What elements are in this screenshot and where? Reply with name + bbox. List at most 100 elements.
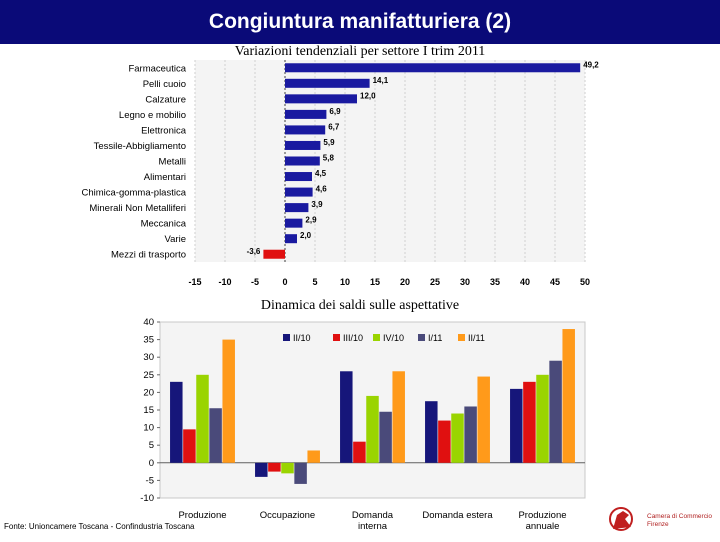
x-tick-label: 35 xyxy=(490,277,500,287)
legend-label: II/11 xyxy=(468,333,485,343)
bar xyxy=(536,374,549,463)
bar xyxy=(294,462,307,484)
category-label: Domanda estera xyxy=(422,510,493,521)
bar xyxy=(340,371,353,463)
category-label: Mezzi di trasporto xyxy=(111,250,186,261)
chamber-of-commerce-logo: Camera di Commercio Firenze xyxy=(603,505,713,537)
logo-text-line1: Camera di Commercio xyxy=(647,513,713,520)
category-label: Chimica-gomma-plastica xyxy=(81,188,186,199)
legend-label: II/10 xyxy=(293,333,311,343)
bar xyxy=(285,203,309,213)
data-label: 12,0 xyxy=(360,91,376,100)
bar xyxy=(549,360,562,463)
knight-logo-icon xyxy=(609,507,633,531)
x-tick-label: 10 xyxy=(340,277,350,287)
bar xyxy=(281,462,294,474)
y-tick-label: 30 xyxy=(143,352,154,363)
bar xyxy=(222,339,235,463)
x-tick-label: 20 xyxy=(400,277,410,287)
x-tick-label: 0 xyxy=(282,277,287,287)
x-tick-label: 30 xyxy=(460,277,470,287)
category-label: Farmaceutica xyxy=(128,63,186,74)
legend-label: III/10 xyxy=(343,333,363,343)
bar xyxy=(170,381,183,463)
y-tick-label: 35 xyxy=(143,335,154,346)
data-label: 5,9 xyxy=(323,138,335,147)
y-tick-label: 15 xyxy=(143,405,154,416)
data-label: 14,1 xyxy=(373,76,389,85)
legend-label: IV/10 xyxy=(383,333,404,343)
y-tick-label: -5 xyxy=(146,475,154,486)
category-label: interna xyxy=(358,521,388,532)
bar xyxy=(285,187,313,197)
slide-title: Congiuntura manifatturiera (2) xyxy=(0,0,720,44)
bar xyxy=(510,388,523,463)
y-tick-label: 5 xyxy=(149,440,154,451)
category-label: Pelli cuoio xyxy=(143,79,186,90)
legend-swatch xyxy=(373,334,380,341)
legend-label: I/11 xyxy=(428,333,442,343)
plot-area xyxy=(195,60,585,262)
bar xyxy=(379,411,392,463)
chart1-title: Variazioni tendenziali per settore I tri… xyxy=(234,44,486,59)
bar xyxy=(285,234,297,244)
x-tick-label: 40 xyxy=(520,277,530,287)
x-tick-label: -15 xyxy=(188,277,201,287)
bar xyxy=(438,420,451,463)
data-label: 6,9 xyxy=(329,107,341,116)
x-tick-label: -10 xyxy=(218,277,231,287)
data-label: 3,9 xyxy=(311,200,323,209)
data-label: 49,2 xyxy=(583,60,599,69)
data-label: -3,6 xyxy=(247,247,261,256)
y-tick-label: 25 xyxy=(143,370,154,381)
bar xyxy=(451,413,464,463)
bar xyxy=(353,441,366,463)
bar xyxy=(255,462,268,477)
category-label: Alimentari xyxy=(144,172,186,183)
source-note: Fonte: Unioncamere Toscana - Confindustr… xyxy=(4,522,195,531)
legend-swatch xyxy=(418,334,425,341)
bar xyxy=(285,78,370,88)
bar xyxy=(263,249,285,259)
category-label: Meccanica xyxy=(141,219,187,230)
sector-variation-chart: -15 -10 -5 0 5 10 15 20 25 30 35 40 45 50 Farmaceutica… xyxy=(81,60,599,287)
x-tick-label: 5 xyxy=(312,277,317,287)
category-label: Tessile-Abbigliamento xyxy=(94,141,186,152)
legend-swatch xyxy=(283,334,290,341)
bar xyxy=(425,401,438,463)
category-label: Minerali Non Metalliferi xyxy=(89,203,186,214)
data-label: 4,5 xyxy=(315,169,327,178)
bar xyxy=(366,395,379,463)
x-tick-label: -5 xyxy=(251,277,259,287)
bar xyxy=(285,156,320,166)
x-tick-label: 45 xyxy=(550,277,560,287)
y-tick-label: 10 xyxy=(143,423,154,434)
bar xyxy=(285,125,326,135)
category-label: Varie xyxy=(165,234,186,245)
category-label: Produzione xyxy=(518,510,566,521)
category-label: annuale xyxy=(526,521,560,532)
data-label: 2,9 xyxy=(305,216,317,225)
data-label: 2,0 xyxy=(300,231,312,240)
chart2-title: Dinamica dei saldi sulle aspettative xyxy=(260,298,460,313)
bar xyxy=(523,381,536,463)
bar xyxy=(464,406,477,463)
bar xyxy=(285,94,357,104)
bar xyxy=(285,140,321,150)
bar xyxy=(268,462,281,472)
category-label: Domanda xyxy=(352,510,394,521)
x-tick-label: 25 xyxy=(430,277,440,287)
bar xyxy=(307,450,320,463)
data-label: 6,7 xyxy=(328,122,340,131)
y-tick-label: 40 xyxy=(143,317,154,328)
bar xyxy=(562,329,575,463)
logo-text-line2: Firenze xyxy=(647,521,669,528)
category-label: Metalli xyxy=(159,157,186,168)
expectations-balance-chart: -10 -5 0 5 10 15 20 25 30 35 40 Produzione Occupazio… xyxy=(140,317,586,532)
bar xyxy=(183,429,196,463)
bar xyxy=(209,408,222,463)
category-label: Calzature xyxy=(145,94,186,105)
bar xyxy=(285,172,312,182)
bar xyxy=(477,376,490,463)
bar xyxy=(285,109,327,119)
